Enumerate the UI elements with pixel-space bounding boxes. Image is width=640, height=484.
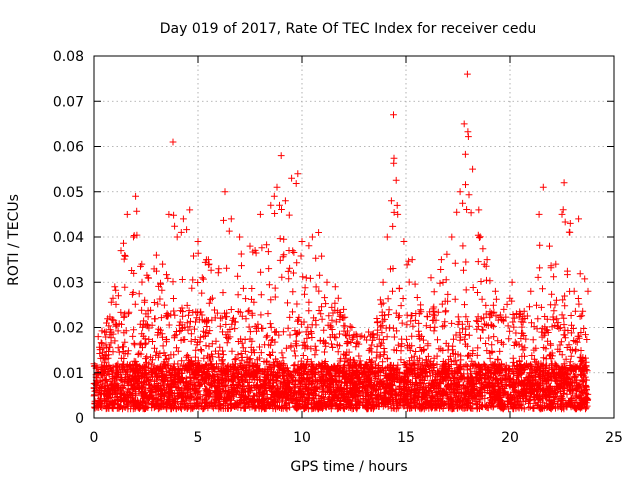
tick-labels: 0 0.01 0.02 0.03 0.04 0.05 0.06 0.07 0.08 0 5 10 15 2… — [53, 49, 623, 446]
y-tick-label: 0.07 — [53, 94, 84, 110]
y-tick-label: 0.08 — [53, 49, 84, 65]
y-tick-label: 0.04 — [53, 230, 84, 246]
y-tick-label: 0.03 — [53, 275, 84, 291]
y-tick-label: 0 — [75, 411, 84, 427]
y-tick-label: 0.05 — [53, 185, 84, 201]
y-tick-label: 0.06 — [53, 140, 84, 156]
y-tick-label: 0.02 — [53, 321, 84, 337]
data-points — [90, 70, 592, 413]
x-tick-label: 0 — [90, 430, 99, 446]
x-tick-label: 20 — [501, 430, 519, 446]
y-tick-label: 0.01 — [53, 366, 84, 382]
x-tick-label: 5 — [194, 430, 203, 446]
chart-title: Day 019 of 2017, Rate Of TEC Index for r… — [160, 21, 536, 37]
x-tick-label: 25 — [605, 430, 623, 446]
axis-ticks — [93, 55, 615, 419]
roti-scatter-points — [90, 70, 592, 413]
x-tick-label: 15 — [397, 430, 415, 446]
y-axis-title: ROTI / TECUs — [6, 194, 22, 286]
x-axis-title: GPS time / hours — [290, 459, 407, 475]
x-tick-label: 10 — [293, 430, 311, 446]
